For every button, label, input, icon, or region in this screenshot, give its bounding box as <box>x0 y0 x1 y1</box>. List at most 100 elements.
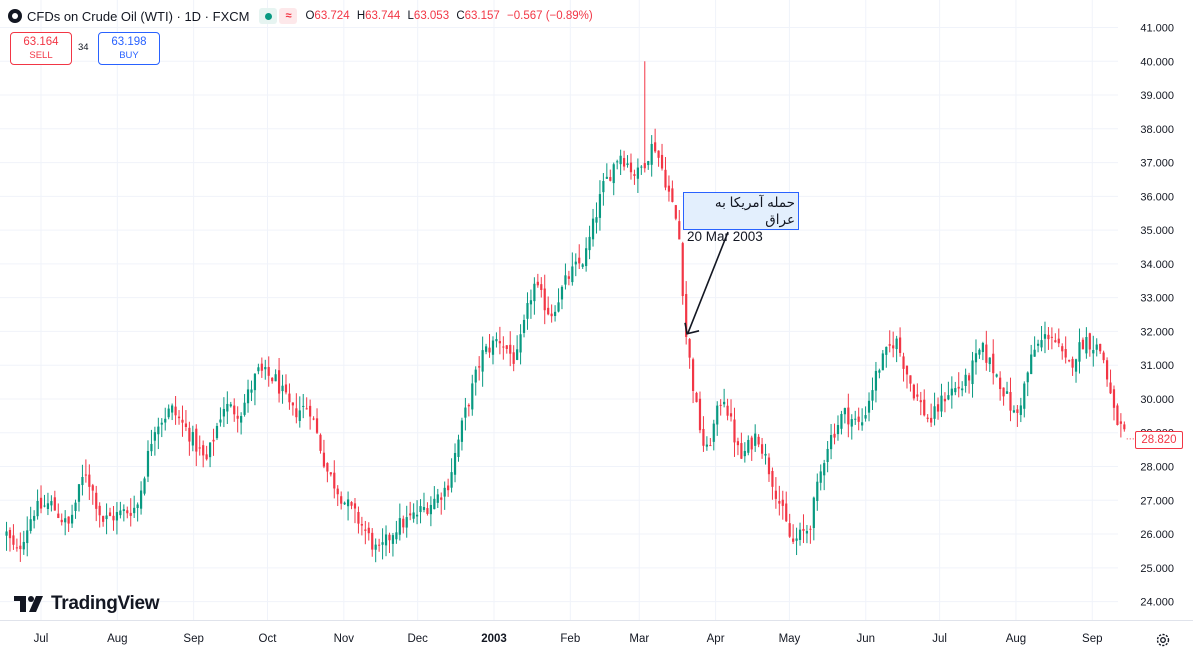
candle-body <box>381 542 384 545</box>
candle-body <box>1123 424 1126 430</box>
market-status-icon[interactable] <box>259 8 278 24</box>
candle-body <box>743 450 746 457</box>
candle-body <box>874 370 878 391</box>
candle-body <box>619 155 622 165</box>
candle-body <box>367 527 370 534</box>
tradingview-logo-icon <box>14 596 43 612</box>
candle-body <box>764 453 767 456</box>
x-tick-label: Jul <box>34 633 49 645</box>
sell-label: SELL <box>29 49 53 61</box>
candle-body <box>892 345 895 349</box>
candle-body <box>912 384 915 399</box>
candle-body <box>685 294 688 337</box>
change-value: −0.567 (−0.89%) <box>507 10 593 22</box>
candle-body <box>264 367 267 370</box>
candle-body <box>395 532 398 540</box>
candle-body <box>478 366 481 368</box>
candle-body <box>464 407 467 418</box>
candle-body <box>229 404 232 407</box>
candle-body <box>91 485 94 491</box>
candle-body <box>729 413 733 417</box>
low-value: 63.053 <box>413 10 450 22</box>
candle-body <box>353 503 357 509</box>
candle-body <box>509 344 512 354</box>
candle-body <box>102 515 105 522</box>
candle-body <box>636 167 639 179</box>
candle-body <box>1050 336 1053 338</box>
y-tick-label: 40.000 <box>1140 56 1174 68</box>
candle-body <box>709 445 712 447</box>
y-tick-label: 38.000 <box>1140 124 1174 136</box>
candle-body <box>391 535 395 544</box>
x-tick-label: Sep <box>1082 633 1102 645</box>
candle-body <box>505 345 508 349</box>
candle-body <box>1033 349 1036 357</box>
candle-body <box>702 428 705 446</box>
delayed-data-icon[interactable]: ≈ <box>279 8 298 24</box>
candle-body <box>629 162 633 173</box>
symbol-title[interactable]: CFDs on Crude Oil (WTI) · 1D · FXCM <box>27 8 250 24</box>
settings-gear-icon[interactable] <box>1155 632 1171 648</box>
candle-body <box>1043 334 1047 339</box>
candle-body <box>881 353 884 371</box>
candle-body <box>457 439 460 457</box>
candle-body <box>215 425 219 439</box>
candle-body <box>974 353 978 363</box>
candle-body <box>39 497 43 509</box>
candle-body <box>115 512 119 521</box>
candle-body <box>43 505 46 507</box>
candle-body <box>712 423 715 442</box>
candle-body <box>226 403 229 412</box>
candle-body <box>484 346 488 352</box>
candle-body <box>305 408 308 410</box>
buy-label: BUY <box>119 49 139 61</box>
candle-body <box>281 385 284 392</box>
candle-body <box>660 154 664 169</box>
y-tick-label: 36.000 <box>1140 191 1174 203</box>
candle-body <box>284 384 288 393</box>
candle-body <box>160 422 163 425</box>
candle-body <box>1023 383 1026 409</box>
candle-body <box>961 388 964 391</box>
candle-body <box>246 389 250 404</box>
candle-body <box>1074 359 1078 372</box>
sell-button[interactable]: 63.164 SELL <box>10 32 72 65</box>
candle-body <box>260 363 263 371</box>
candle-body <box>19 545 22 550</box>
candle-body <box>864 415 867 419</box>
candle-body <box>374 544 377 550</box>
candle-body <box>174 406 177 416</box>
candle-body <box>609 177 612 181</box>
candle-body <box>767 457 771 475</box>
x-tick-label: Apr <box>707 633 725 645</box>
y-tick-label: 26.000 <box>1140 529 1174 541</box>
candle-body <box>626 163 629 166</box>
candle-body <box>402 518 405 528</box>
candle-body <box>992 353 995 374</box>
candle-body <box>688 339 691 358</box>
x-tick-label: Oct <box>259 633 278 645</box>
candle-body <box>740 443 743 459</box>
candle-body <box>781 499 784 506</box>
candle-body <box>553 311 557 316</box>
candle-body <box>426 508 429 514</box>
candle-body <box>792 538 795 542</box>
candle-body <box>516 349 519 360</box>
candle-body <box>184 423 188 427</box>
annotation-callout[interactable]: حمله آمریکا به عراق 20 Mar 2003 <box>683 192 799 244</box>
candle-body <box>919 400 922 403</box>
candle-body <box>467 404 470 407</box>
candle-body <box>250 389 253 393</box>
candle-body <box>157 426 160 435</box>
candle-body <box>926 417 929 419</box>
sell-price: 63.164 <box>23 35 59 48</box>
candle-body <box>850 419 853 427</box>
candle-body <box>329 472 332 475</box>
candle-body <box>433 498 436 510</box>
candle-body <box>205 454 208 460</box>
candle-body <box>357 511 360 524</box>
annotation-arrowhead <box>684 322 700 335</box>
y-tick-label: 28.000 <box>1140 462 1174 474</box>
buy-button[interactable]: 63.198 BUY <box>98 32 160 65</box>
